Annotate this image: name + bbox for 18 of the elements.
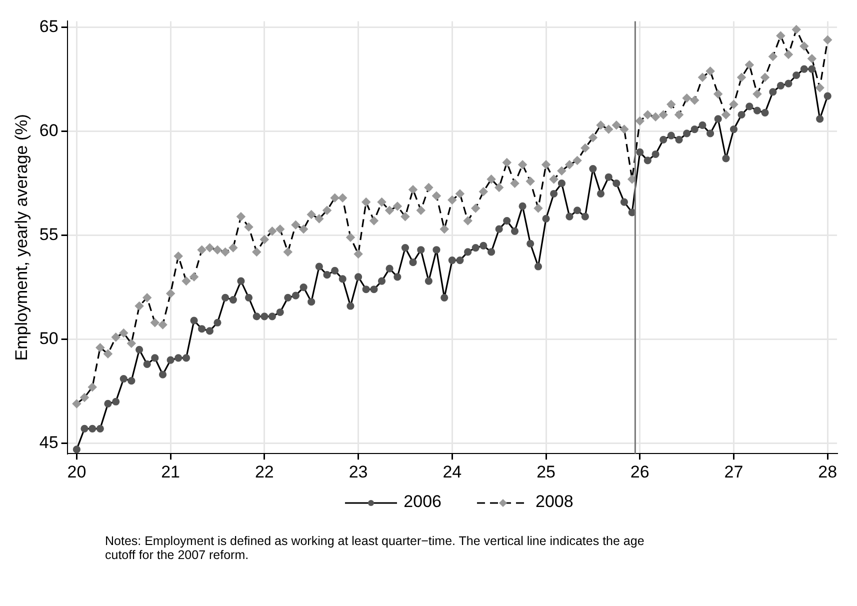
y-tick-label: 65 xyxy=(39,17,58,36)
x-tick-label: 26 xyxy=(630,462,650,482)
x-tick-label: 28 xyxy=(818,462,838,482)
x-tick-label: 20 xyxy=(67,462,86,482)
x-tick-label: 24 xyxy=(442,462,462,482)
x-tick-label: 23 xyxy=(348,462,368,482)
x-tick-label: 22 xyxy=(254,462,274,482)
y-tick-label: 50 xyxy=(39,328,58,348)
x-tick-label: 27 xyxy=(724,462,744,482)
y-tick-label: 45 xyxy=(39,432,58,452)
y-axis-title: Employment, yearly average (%) xyxy=(12,114,31,361)
legend-label: 2006 xyxy=(404,492,442,511)
y-tick-label: 60 xyxy=(39,121,58,140)
x-tick-label: 21 xyxy=(161,462,180,482)
text: Notes: Employment is defined as working at least quarter−time. The vertical line indicates the age cutoff for the 2007 reform. xyxy=(105,534,646,562)
x-tick-label: 25 xyxy=(536,462,556,482)
y-tick-label: 55 xyxy=(39,225,58,244)
legend-label: 2008 xyxy=(536,492,574,511)
